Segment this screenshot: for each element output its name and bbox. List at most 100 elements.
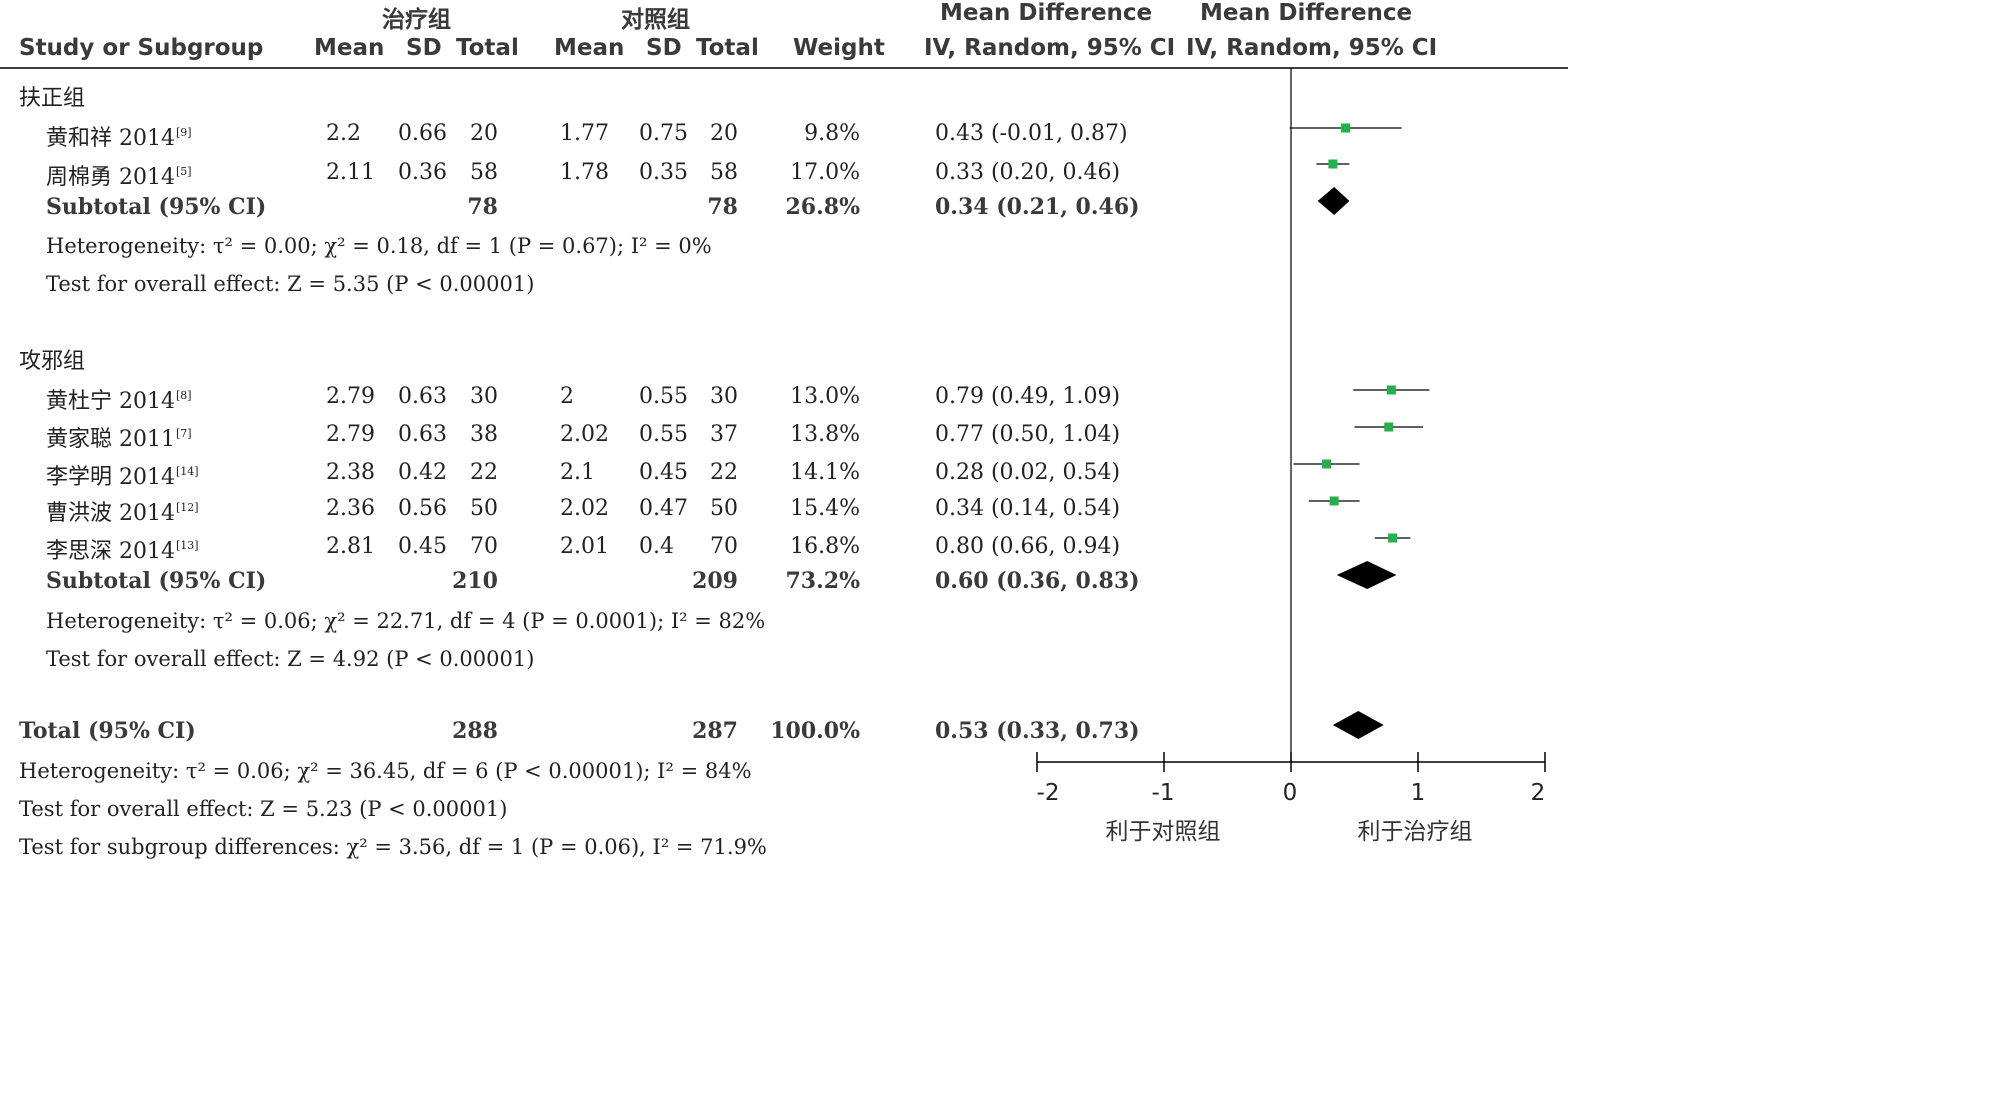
ctrl-mean-header: Mean	[554, 35, 625, 61]
study-name: 曹洪波 2014[12]	[46, 501, 199, 526]
weight-header: Weight	[793, 35, 885, 61]
ctrl-sd: 0.55	[639, 422, 688, 447]
ctrl-mean: 2.02	[560, 422, 609, 447]
treat-total: 38	[470, 422, 498, 447]
weight-value: 13.0%	[790, 384, 860, 409]
md-header-sub-1: IV, Random, 95% CI	[924, 35, 1176, 61]
treat-mean: 2.38	[326, 460, 375, 485]
treat-total: 30	[470, 384, 498, 409]
treat-sd-header: SD	[406, 35, 442, 61]
treat-mean: 2.2	[326, 121, 361, 146]
subgroup-title: 扶正组	[19, 86, 86, 111]
reference-mark: [8]	[175, 389, 192, 402]
treat-total: 20	[470, 121, 498, 146]
subgroup-differences-stat: Test for subgroup differences: χ² = 3.56…	[19, 835, 767, 859]
ctrl-total: 22	[710, 460, 738, 485]
ci-value: 0.79 (0.49, 1.09)	[935, 384, 1121, 409]
treat-mean-header: Mean	[314, 35, 385, 61]
total-heterogeneity-stat: Heterogeneity: τ² = 0.06; χ² = 36.45, df…	[19, 759, 752, 783]
ctrl-mean: 2	[560, 384, 574, 409]
ci-value: 0.33 (0.20, 0.46)	[935, 160, 1121, 185]
favours-treatment-label: 利于治疗组	[1357, 819, 1473, 845]
ctrl-total-header: Total	[696, 35, 759, 61]
md-header-title-2: Mean Difference	[1200, 0, 1413, 26]
heterogeneity-stat: Heterogeneity: τ² = 0.00; χ² = 0.18, df …	[46, 234, 712, 258]
ctrl-sd: 0.55	[639, 384, 688, 409]
weight-value: 17.0%	[790, 160, 860, 185]
ci-value: 0.53 (0.33, 0.73)	[935, 718, 1140, 744]
ctrl-mean: 1.77	[560, 121, 609, 146]
effect-marker	[1341, 123, 1351, 133]
treat-sd: 0.63	[398, 384, 447, 409]
study-name: 李学明 2014[14]	[46, 465, 199, 490]
overall-effect-stat: Test for overall effect: Z = 5.35 (P < 0…	[46, 272, 535, 296]
subtotal-label: Subtotal (95% CI)	[46, 194, 267, 220]
favours-control-label: 利于对照组	[1105, 819, 1221, 845]
effect-marker	[1322, 459, 1332, 469]
weight-value: 14.1%	[790, 460, 860, 485]
effect-marker	[1384, 422, 1394, 432]
study-name: 黄家聪 2011[7]	[46, 427, 192, 452]
treat-mean: 2.81	[326, 534, 375, 559]
treat-total: 288	[452, 718, 498, 744]
effect-marker	[1328, 159, 1338, 169]
pooled-diamond	[1317, 187, 1350, 215]
treat-total: 210	[452, 568, 498, 594]
ctrl-sd: 0.47	[639, 496, 688, 521]
treat-total: 58	[470, 160, 498, 185]
x-tick-label: 1	[1410, 780, 1426, 806]
ctrl-mean: 1.78	[560, 160, 609, 185]
reference-mark: [9]	[175, 126, 192, 139]
effect-marker	[1329, 496, 1339, 506]
weight-value: 73.2%	[785, 568, 861, 594]
weight-value: 13.8%	[790, 422, 860, 447]
ctrl-mean: 2.1	[560, 460, 595, 485]
ctrl-total: 50	[710, 496, 738, 521]
ctrl-total: 78	[707, 194, 738, 220]
treat-sd: 0.56	[398, 496, 447, 521]
ctrl-total: 209	[692, 568, 738, 594]
study-name: 李思深 2014[13]	[46, 539, 199, 564]
ci-value: 0.43 (-0.01, 0.87)	[935, 121, 1128, 146]
ctrl-total: 20	[710, 121, 738, 146]
ci-value: 0.80 (0.66, 0.94)	[935, 534, 1121, 559]
treat-total: 22	[470, 460, 498, 485]
ctrl-mean: 2.01	[560, 534, 609, 559]
reference-mark: [7]	[175, 427, 192, 440]
treat-total: 78	[467, 194, 498, 220]
reference-mark: [13]	[175, 539, 199, 552]
treat-mean: 2.36	[326, 496, 375, 521]
treat-total: 50	[470, 496, 498, 521]
md-header-title-1: Mean Difference	[940, 0, 1153, 26]
x-tick-label: 2	[1530, 780, 1546, 806]
weight-value: 16.8%	[790, 534, 860, 559]
treat-mean: 2.79	[326, 422, 375, 447]
treat-mean: 2.79	[326, 384, 375, 409]
total-overall-effect-stat: Test for overall effect: Z = 5.23 (P < 0…	[19, 797, 508, 821]
ci-value: 0.34 (0.21, 0.46)	[935, 194, 1140, 220]
treat-sd: 0.63	[398, 422, 447, 447]
subgroup-title: 攻邪组	[19, 349, 86, 374]
treat-sd: 0.66	[398, 121, 447, 146]
treat-mean: 2.11	[326, 160, 375, 185]
ctrl-total: 58	[710, 160, 738, 185]
treat-total-header: Total	[456, 35, 519, 61]
ctrl-total: 287	[692, 718, 738, 744]
effect-marker	[1386, 385, 1396, 395]
weight-value: 15.4%	[790, 496, 860, 521]
study-name: 周棉勇 2014[5]	[46, 165, 192, 190]
ctrl-sd: 0.35	[639, 160, 688, 185]
ctrl-sd: 0.4	[639, 534, 674, 559]
md-header-sub-2: IV, Random, 95% CI	[1186, 35, 1438, 61]
weight-value: 100.0%	[770, 718, 860, 744]
ci-value: 0.60 (0.36, 0.83)	[935, 568, 1140, 594]
weight-value: 9.8%	[804, 121, 860, 146]
weight-value: 26.8%	[785, 194, 861, 220]
ctrl-total: 37	[710, 422, 738, 447]
ctrl-sd-header: SD	[646, 35, 682, 61]
ctrl-total: 30	[710, 384, 738, 409]
study-name: 黄和祥 2014[9]	[46, 126, 192, 151]
reference-mark: [12]	[175, 501, 199, 514]
heterogeneity-stat: Heterogeneity: τ² = 0.06; χ² = 22.71, df…	[46, 609, 766, 633]
x-tick-label: -1	[1151, 780, 1175, 806]
